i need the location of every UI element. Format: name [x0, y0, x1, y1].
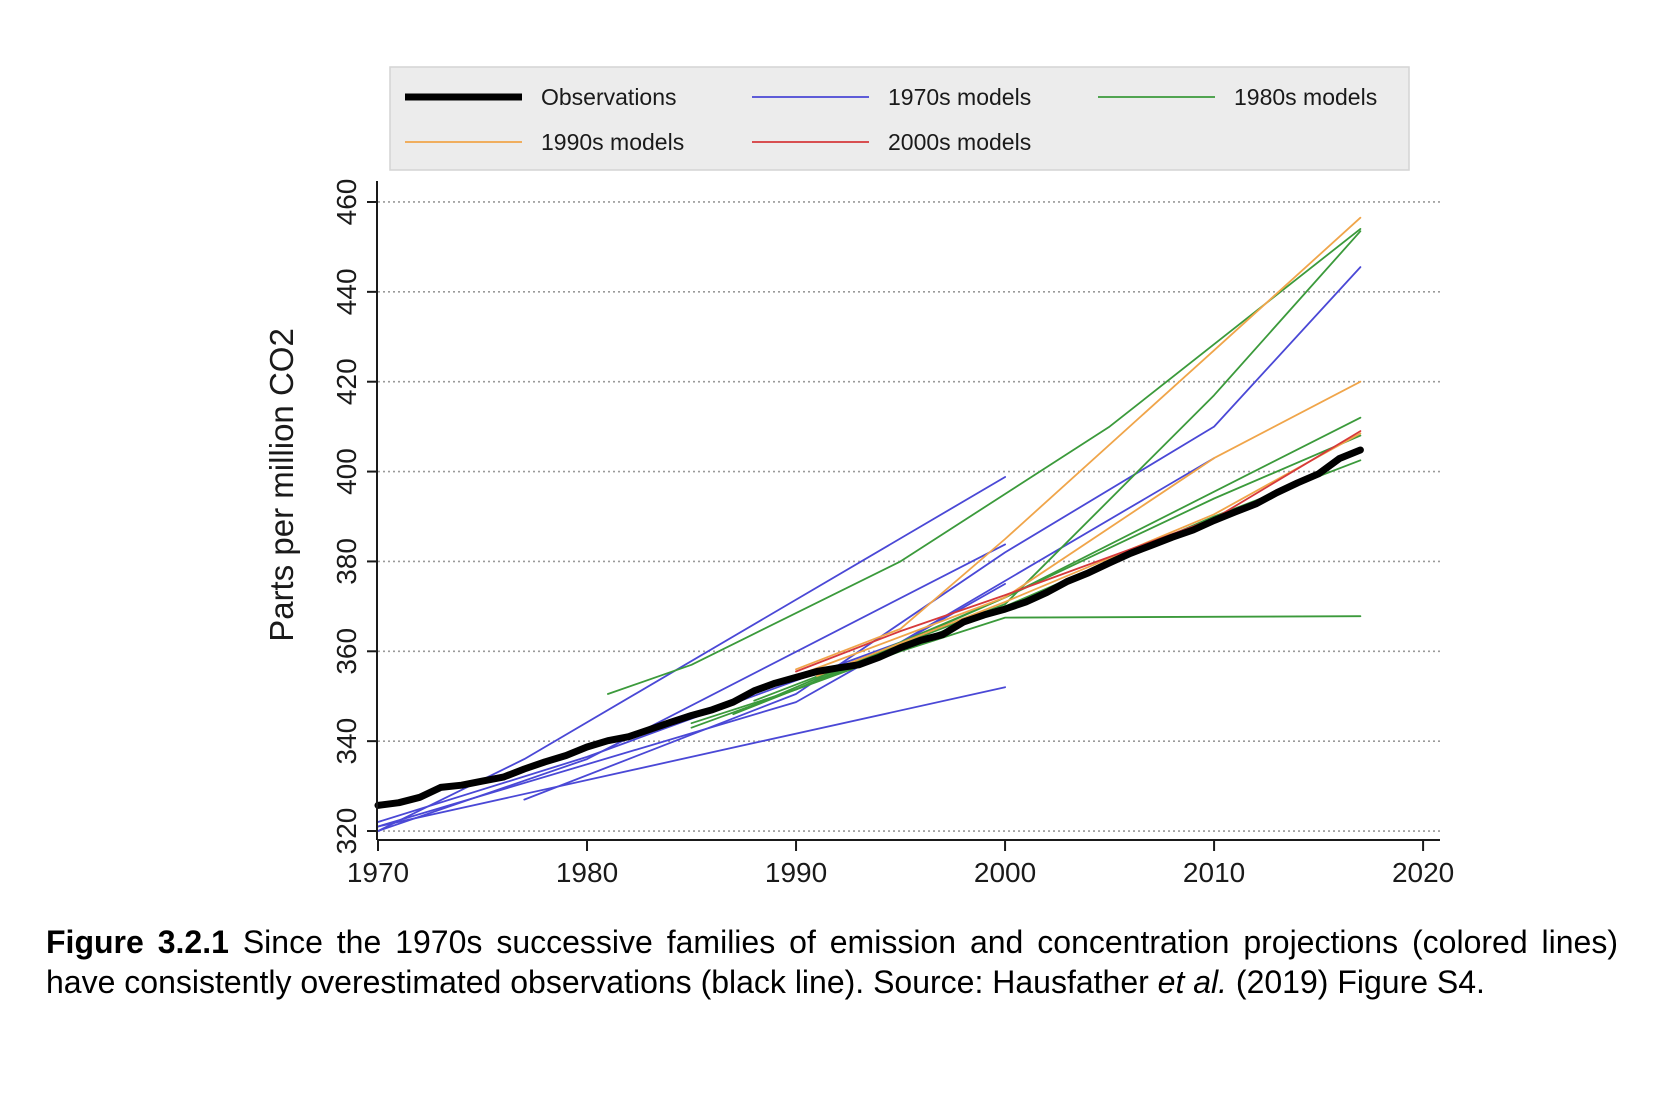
legend-label-4: 2000s models	[888, 129, 1031, 155]
series-line-1990s-13	[795, 380, 1362, 677]
series-line-1970s-0	[377, 476, 1006, 832]
figure-caption: Figure 3.2.1 Since the 1970s successive …	[46, 922, 1618, 1002]
caption-label: Figure 3.2.1	[46, 924, 229, 960]
legend-label-3: 1990s models	[541, 129, 684, 155]
series-line-1980s-10	[753, 230, 1362, 702]
legend-label-1: 1970s models	[888, 84, 1031, 110]
y-axis-title: Parts per million CO2	[263, 328, 300, 642]
y-tick-label-420: 420	[331, 358, 362, 405]
y-tick-label-320: 320	[331, 808, 362, 855]
x-tick-label-2000: 2000	[974, 857, 1036, 888]
chart-legend: Observations 1970s models 1980s models 1990…	[389, 66, 1410, 171]
series-line-observations-16	[374, 446, 1364, 809]
caption-text-2: (2019) Figure S4.	[1227, 964, 1485, 1000]
caption-text-1: Since the 1970s successive families of e…	[46, 924, 1619, 1000]
series-line-1970s-5	[377, 457, 1215, 823]
y-tick-label-460: 460	[331, 179, 362, 226]
y-tick-label-440: 440	[331, 268, 362, 315]
axes: 320 340 360 380 400 420 440 460 1970 1980 1990 2000…	[331, 179, 1454, 888]
series-line-1980s-8	[690, 615, 1362, 729]
series-line-1970s-3	[377, 686, 1006, 828]
series-line-1970s-4	[523, 266, 1362, 801]
series-line-1970s-1	[377, 543, 1006, 832]
co2-projection-chart: Observations 1970s models 1980s models 1990…	[263, 66, 1454, 888]
y-tick-label-340: 340	[331, 718, 362, 765]
series-line-1990s-12	[795, 216, 1362, 671]
y-tick-label-360: 360	[331, 628, 362, 675]
series-line-2000s-15	[795, 430, 1362, 673]
x-tick-label-1980: 1980	[556, 857, 618, 888]
legend-label-2: 1980s models	[1234, 84, 1377, 110]
legend-label-0: Observations	[541, 84, 677, 110]
series-line-1990s-14	[816, 432, 1362, 677]
y-tick-label-400: 400	[331, 448, 362, 495]
legend-background	[389, 66, 1410, 171]
y-tick-label-380: 380	[331, 538, 362, 585]
gridlines	[378, 201, 1440, 832]
x-tick-label-2010: 2010	[1183, 857, 1245, 888]
x-tick-label-1970: 1970	[347, 857, 409, 888]
x-tick-label-2020: 2020	[1392, 857, 1454, 888]
caption-italic: et al.	[1157, 964, 1228, 1000]
x-tick-label-1990: 1990	[765, 857, 827, 888]
series-lines	[374, 216, 1364, 832]
series-line-1980s-6	[607, 228, 1362, 695]
